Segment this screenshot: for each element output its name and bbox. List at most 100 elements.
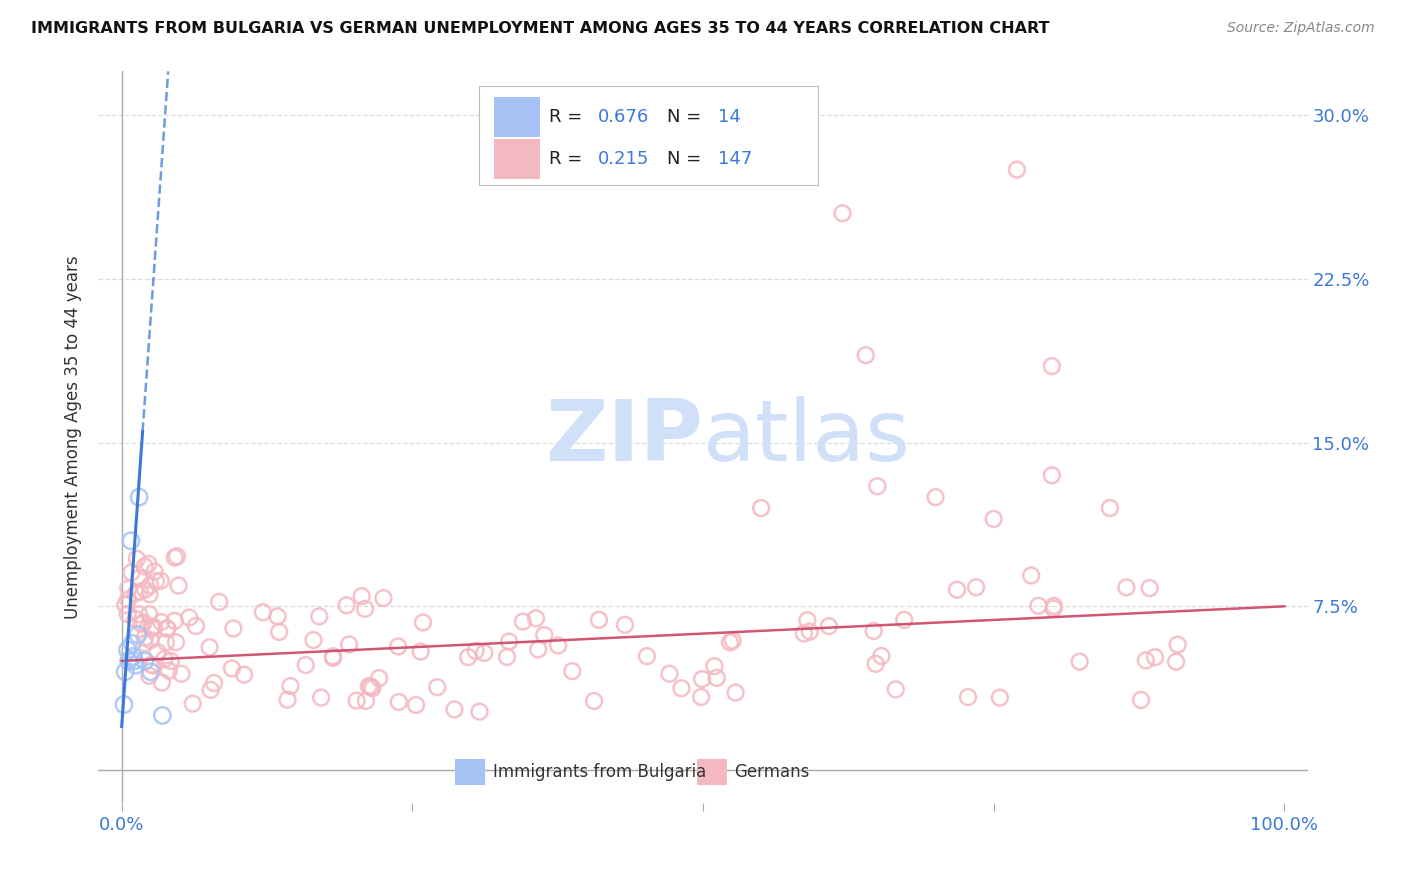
Point: [361, 681, 384, 696]
Point: [360, 680, 382, 694]
Point: [1019, 568, 1042, 582]
Point: [472, 646, 495, 660]
Point: [184, 619, 207, 633]
Point: [141, 657, 163, 672]
Point: [117, 607, 139, 621]
Point: [337, 638, 360, 652]
Point: [336, 599, 359, 613]
Point: [749, 501, 772, 516]
Point: [117, 592, 139, 607]
Point: [1167, 638, 1189, 652]
Point: [498, 634, 520, 648]
Point: [127, 628, 149, 642]
Text: R =: R =: [550, 150, 589, 168]
Point: [368, 671, 391, 685]
Point: [724, 685, 747, 699]
Point: [150, 708, 173, 723]
Point: [983, 512, 1005, 526]
Point: [139, 578, 162, 592]
Point: [141, 621, 163, 635]
FancyBboxPatch shape: [494, 138, 540, 179]
Text: Source: ZipAtlas.com: Source: ZipAtlas.com: [1227, 21, 1375, 35]
Point: [181, 697, 204, 711]
Point: [583, 694, 606, 708]
Point: [125, 586, 148, 600]
Point: [866, 479, 889, 493]
Point: [718, 635, 741, 649]
Point: [388, 695, 411, 709]
Point: [124, 654, 146, 668]
Point: [143, 565, 166, 579]
Point: [524, 611, 547, 625]
Text: N =: N =: [666, 150, 707, 168]
Point: [198, 640, 221, 655]
Point: [1135, 653, 1157, 667]
Point: [269, 624, 291, 639]
Point: [671, 681, 693, 696]
Point: [221, 661, 243, 675]
Point: [155, 635, 177, 649]
Point: [893, 613, 915, 627]
Text: R =: R =: [550, 108, 589, 126]
Point: [139, 665, 162, 679]
Point: [134, 654, 156, 668]
Point: [690, 690, 713, 704]
Point: [128, 490, 150, 504]
Point: [988, 690, 1011, 705]
Text: N =: N =: [666, 108, 707, 126]
Point: [357, 679, 380, 693]
Point: [112, 698, 135, 712]
Point: [139, 633, 162, 648]
Point: [1143, 650, 1166, 665]
Point: [373, 591, 395, 606]
Point: [796, 613, 818, 627]
Point: [946, 582, 969, 597]
Point: [443, 702, 465, 716]
Point: [145, 574, 167, 589]
Point: [426, 680, 449, 694]
Point: [131, 617, 153, 632]
Point: [547, 639, 569, 653]
Point: [165, 635, 187, 649]
Text: 0.215: 0.215: [598, 150, 650, 168]
Point: [128, 571, 150, 585]
Y-axis label: Unemployment Among Ages 35 to 44 years: Unemployment Among Ages 35 to 44 years: [65, 255, 83, 619]
FancyBboxPatch shape: [479, 86, 818, 185]
Point: [143, 620, 166, 634]
Point: [658, 666, 681, 681]
FancyBboxPatch shape: [494, 97, 540, 137]
Text: Germans: Germans: [734, 763, 810, 780]
Point: [322, 649, 344, 664]
Point: [308, 609, 330, 624]
Point: [965, 580, 987, 594]
Point: [412, 615, 434, 630]
Point: [149, 574, 172, 588]
Point: [1042, 601, 1064, 615]
Point: [134, 631, 156, 645]
Text: 14: 14: [717, 108, 741, 126]
Point: [884, 682, 907, 697]
Point: [865, 657, 887, 671]
Point: [512, 615, 534, 629]
Point: [138, 607, 160, 622]
Point: [354, 602, 377, 616]
Point: [1098, 501, 1121, 516]
Point: [118, 654, 141, 668]
Point: [252, 605, 274, 619]
Point: [202, 676, 225, 690]
Point: [1166, 655, 1188, 669]
FancyBboxPatch shape: [697, 759, 727, 785]
Point: [129, 584, 152, 599]
Point: [114, 598, 136, 612]
Point: [200, 682, 222, 697]
Point: [1069, 655, 1091, 669]
Point: [457, 650, 479, 665]
Point: [302, 633, 325, 648]
Point: [142, 658, 165, 673]
Point: [870, 648, 893, 663]
Point: [690, 672, 713, 686]
Point: [924, 490, 946, 504]
Point: [527, 642, 550, 657]
Point: [1005, 162, 1028, 177]
Point: [121, 636, 143, 650]
